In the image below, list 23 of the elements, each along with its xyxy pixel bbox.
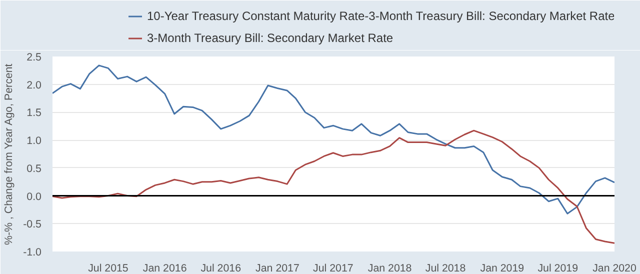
y-tick-label: 2.0	[26, 79, 42, 92]
y-tick-label: 0.5	[26, 162, 42, 175]
x-tick-label: Jan 2020	[592, 262, 636, 274]
x-tick-label: Jan 2018	[368, 262, 412, 274]
line-series	[52, 64, 614, 214]
y-tick-label: -0.5	[23, 218, 42, 231]
y-tick-label: 1.5	[26, 107, 42, 120]
y-tick-label: 2.5	[26, 52, 42, 64]
y-tick-label: 1.0	[26, 135, 42, 148]
line-series	[52, 130, 614, 244]
x-tick-label: Jan 2019	[480, 262, 524, 274]
legend-label: 10-Year Treasury Constant Maturity Rate-3-Month Treasury Bill: Secondary Market Rate	[147, 9, 615, 23]
x-tick-label: Jan 2017	[256, 262, 300, 274]
x-tick-label: Jul 2016	[200, 262, 242, 274]
x-tick-label: Jul 2018	[425, 262, 466, 274]
x-tick-label: Jul 2017	[313, 262, 354, 274]
y-tick-label: -1.0	[23, 246, 42, 258]
x-tick-label: Jul 2019	[538, 262, 578, 274]
legend-label: 3-Month Treasury Bill: Secondary Market Rate	[147, 31, 394, 45]
x-tick-label: Jul 2015	[88, 262, 128, 274]
y-axis-title: %-% , Change from Year Ago, Percent	[3, 64, 16, 246]
y-tick-label: 0.0	[26, 190, 42, 203]
x-tick-label: Jan 2016	[142, 262, 187, 274]
